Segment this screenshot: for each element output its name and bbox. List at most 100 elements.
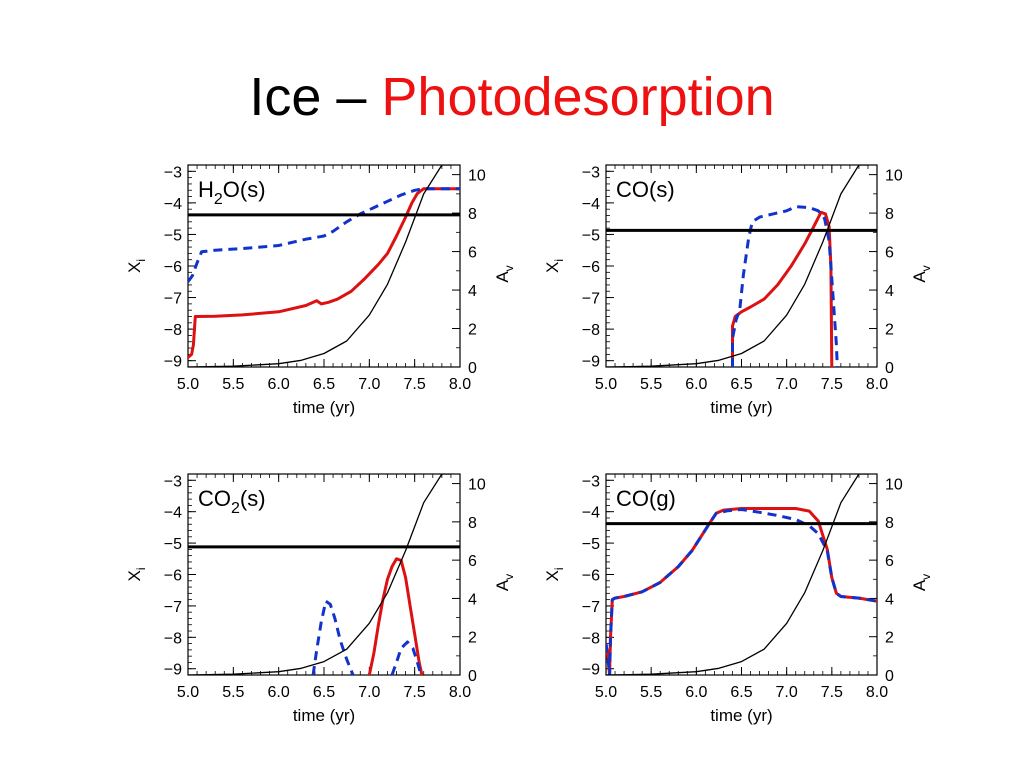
y2-tick-label: 6: [885, 553, 894, 570]
x-axis-title: time (yr): [710, 398, 772, 417]
y2-tick-label: 2: [885, 322, 894, 339]
x-tick-label: 5.5: [222, 684, 244, 701]
x-tick-label: 5.5: [640, 684, 662, 701]
y2-tick-label: 10: [885, 477, 903, 494]
y-tick-label: −7: [582, 291, 600, 308]
x-tick-label: 6.0: [685, 684, 707, 701]
series-line-red: [731, 210, 834, 367]
y-tick-label: −5: [164, 227, 182, 244]
x-tick-label: 5.0: [595, 376, 617, 393]
y-tick-label: −5: [582, 536, 600, 553]
series-line-av: [606, 474, 869, 675]
x-tick-label: 5.0: [595, 684, 617, 701]
x-tick-label: 6.0: [685, 376, 707, 393]
panel-label-sub: 2: [214, 191, 223, 208]
x-tick-label: 7.0: [776, 376, 798, 393]
y-axis-title: Xi: [125, 567, 148, 581]
x-tick-label: 6.5: [313, 684, 335, 701]
series-line-red: [606, 507, 877, 675]
y-tick-label: −8: [164, 322, 182, 339]
y2-tick-label: 4: [885, 591, 894, 608]
y-axis-title-main: X: [125, 570, 144, 581]
y2-tick-label: 2: [885, 630, 894, 647]
plot-area: [188, 165, 460, 367]
y-axis-title-sub: i: [552, 567, 566, 570]
y2-tick-label: 0: [885, 360, 894, 377]
y-tick-label: −6: [582, 568, 600, 585]
y-tick-label: −3: [164, 473, 182, 490]
y-tick-label: −4: [582, 505, 600, 522]
series-line-av: [188, 165, 452, 367]
y2-tick-label: 6: [885, 245, 894, 262]
x-axis-title: time (yr): [710, 706, 772, 725]
x-tick-label: 6.0: [268, 684, 290, 701]
panel-label-main: CO: [198, 486, 231, 511]
y2-axis-title-sub: v: [919, 265, 933, 271]
x-tick-label: 6.5: [730, 376, 752, 393]
slide-title-prefix: Ice –: [249, 67, 382, 127]
panel-species-label: CO2(s): [198, 486, 266, 517]
y-tick-label: −9: [164, 354, 182, 371]
series-line-blue-dashed: [188, 187, 460, 283]
y-tick-label: −9: [582, 354, 600, 371]
y2-tick-label: 2: [468, 630, 477, 647]
x-tick-label: 6.5: [730, 684, 752, 701]
y-tick-label: −9: [582, 662, 600, 679]
y2-axis-title: Av: [910, 265, 933, 282]
panel-label-sub: 2: [231, 500, 240, 517]
y2-axis-title-sub: v: [502, 574, 516, 580]
x-tick-label: 8.0: [866, 376, 888, 393]
y-tick-label: −4: [164, 196, 182, 213]
y2-axis-title-sub: v: [502, 265, 516, 271]
y-tick-label: −5: [164, 536, 182, 553]
y-tick-label: −3: [582, 164, 600, 181]
y-tick-label: −6: [582, 259, 600, 276]
panel-label-main: CO(g): [616, 486, 676, 511]
x-tick-label: 8.0: [449, 376, 471, 393]
y-axis-title: Xi: [543, 567, 566, 581]
y2-axis-title-main: A: [910, 579, 929, 591]
x-tick-label: 5.5: [222, 376, 244, 393]
series-line-blue-dashed: [390, 640, 423, 675]
plot-area: [188, 474, 460, 675]
y2-axis-title-main: A: [493, 271, 512, 283]
plot-area: [606, 474, 877, 675]
panel-label-rest: O(s): [223, 177, 266, 202]
y2-tick-label: 10: [468, 477, 486, 494]
chart-panel: 5.0 5.5 6.0 6.5 7.0 7.5 8.0 −3 −4 −5 −6 −7 −8 −9 10 8 6 4…: [125, 164, 516, 417]
x-tick-label: 6.5: [313, 376, 335, 393]
series-line-av: [188, 474, 452, 675]
x-tick-label: 8.0: [449, 684, 471, 701]
series-line-red: [367, 557, 424, 675]
x-tick-label: 7.0: [358, 376, 380, 393]
panel-label-rest: (s): [240, 486, 266, 511]
y2-axis-title-main: A: [910, 271, 929, 283]
y-tick-label: −7: [164, 291, 182, 308]
x-tick-label: 8.0: [866, 684, 888, 701]
y2-tick-label: 8: [885, 515, 894, 532]
x-tick-label: 6.0: [268, 376, 290, 393]
y2-tick-label: 4: [468, 283, 477, 300]
chart-panel: 5.0 5.5 6.0 6.5 7.0 7.5 8.0 −3 −4 −5 −6 −7 −8 −9 10 8 6 4…: [543, 164, 933, 417]
y2-tick-label: 8: [468, 515, 477, 532]
y2-axis-title: Av: [910, 574, 933, 591]
series-line-red: [188, 187, 460, 359]
panel-species-label: H2O(s): [198, 177, 266, 208]
series-line-blue-dashed: [606, 508, 877, 675]
chart-panel: 5.0 5.5 6.0 6.5 7.0 7.5 8.0 −3 −4 −5 −6 −7 −8 −9 10 8 6 4…: [125, 473, 516, 725]
y2-tick-label: 10: [468, 168, 486, 185]
y2-tick-label: 0: [468, 360, 477, 377]
y2-axis-title-sub: v: [919, 574, 933, 580]
y-axis-title-sub: i: [134, 259, 148, 262]
panel-label-main: H: [198, 177, 214, 202]
chart-panel: 5.0 5.5 6.0 6.5 7.0 7.5 8.0 −3 −4 −5 −6 −7 −8 −9 10 8 6 4…: [543, 473, 933, 725]
y-tick-label: −5: [582, 227, 600, 244]
y-axis-title-main: X: [125, 262, 144, 273]
y2-tick-label: 4: [468, 591, 477, 608]
y-tick-label: −4: [582, 196, 600, 213]
y-axis-title: Xi: [543, 259, 566, 273]
x-tick-label: 5.5: [640, 376, 662, 393]
panel-species-label: CO(s): [616, 177, 675, 202]
y-axis-title-main: X: [543, 570, 562, 581]
